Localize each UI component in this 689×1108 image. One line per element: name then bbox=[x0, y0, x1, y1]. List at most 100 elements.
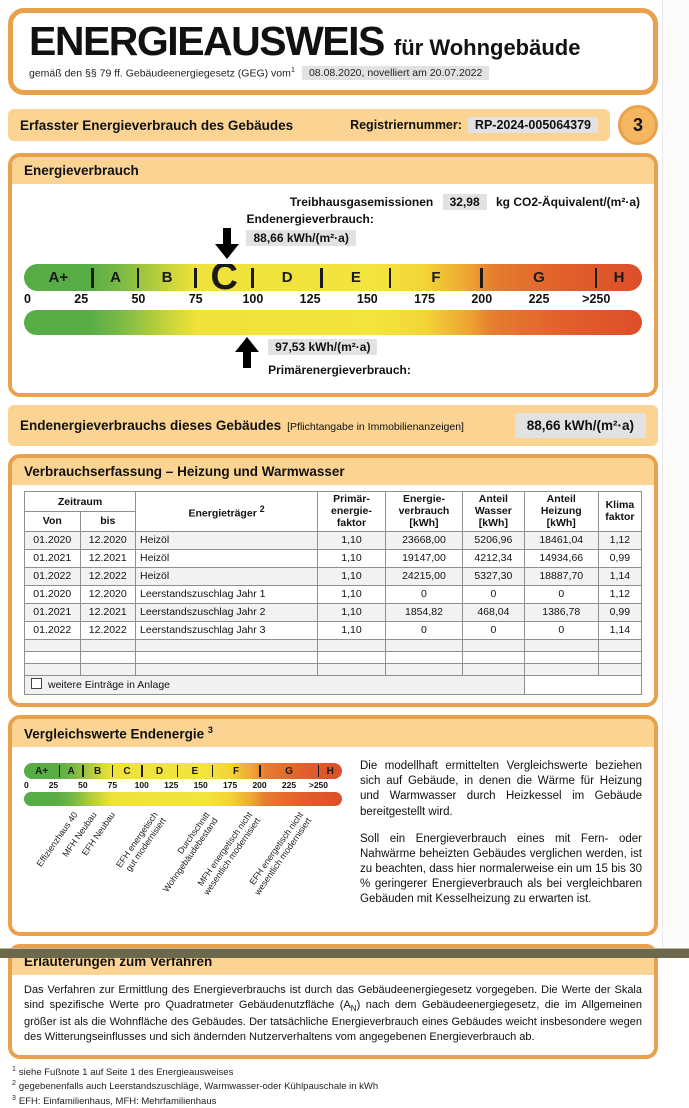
scale-tick-50: 50 bbox=[131, 292, 146, 307]
scale-class-F: F bbox=[390, 264, 483, 291]
table-row: 01.2020 12.2020 Heizöl 1,10 23668,00 5206,96 1… bbox=[24, 530, 643, 550]
table-cell: 18887,70 bbox=[523, 566, 599, 586]
col-header-energieverbrauch: Energie- verbrauch [kWh] bbox=[384, 491, 464, 532]
table-cell: Heizöl bbox=[135, 548, 319, 568]
law-footnote-marker: 1 bbox=[290, 64, 296, 74]
comparison-letter-band: A+ A B C D E F G H bbox=[24, 763, 342, 779]
table-cell: 1,10 bbox=[317, 620, 386, 640]
law-reference-line: gemäß den §§ 79 ff. Gebäudeenergiegesetz… bbox=[29, 65, 637, 81]
table-empty-cell bbox=[462, 662, 525, 676]
footnote: 1 siehe Fußnote 1 auf Seite 1 des Energie… bbox=[12, 1065, 234, 1078]
end-energy-value: 88,66 kWh/(m²·a) bbox=[246, 230, 356, 247]
footnote: 2 gegebenenfalls auch Leerstandszuschläge… bbox=[12, 1080, 379, 1093]
end-energy-summary-note: [Pflichtangabe in Immobilienanzeigen] bbox=[287, 421, 464, 434]
page-bottom-bar bbox=[0, 948, 689, 958]
table-empty-cell bbox=[462, 638, 525, 652]
registration-number-value: RP-2024-005064379 bbox=[467, 117, 598, 134]
scale-gradient-band bbox=[24, 310, 642, 336]
comparison-section-header: Vergleichswerte Endenergie 3 bbox=[12, 718, 654, 747]
table-empty-cell bbox=[317, 662, 386, 676]
page-right-margin bbox=[662, 0, 689, 948]
table-cell: 01.2021 bbox=[24, 602, 81, 622]
scale-tick-75: 75 bbox=[188, 292, 203, 307]
document-header: ENERGIEAUSWEIS für Wohngebäude gemäß den… bbox=[8, 8, 658, 96]
table-empty-cell bbox=[317, 650, 386, 664]
comparison-explanatory-text: Die modellhaft ermittelten Vergleichswer… bbox=[360, 757, 642, 926]
page-number: 3 bbox=[632, 114, 643, 135]
table-cell: 0,99 bbox=[597, 548, 643, 568]
primary-energy-label: Primärenergieverbrauch: bbox=[268, 363, 411, 378]
scale-class-B: B bbox=[83, 763, 114, 779]
more-entries-checkbox[interactable] bbox=[31, 678, 42, 689]
footnote: 3 EFH: Einfamilienhaus, MFH: Mehrfamilien… bbox=[12, 1094, 217, 1107]
recorded-consumption-title: Erfasster Energieverbrauch des Gebäudes bbox=[20, 117, 294, 133]
more-entries-label: weitere Einträge in Anlage bbox=[48, 679, 170, 691]
table-cell: 5206,96 bbox=[462, 530, 525, 550]
registration-number-label: Registriernummer: bbox=[350, 118, 462, 133]
scale-class-A+: A+ bbox=[24, 264, 94, 291]
scale-tick-200: 200 bbox=[252, 780, 267, 790]
scale-letter-band: A+ A B C D E F G H bbox=[24, 264, 642, 292]
table-cell: 01.2021 bbox=[24, 548, 81, 568]
table-cell: 0,99 bbox=[597, 602, 643, 622]
table-cell: 1,12 bbox=[597, 530, 643, 550]
table-cell: 19147,00 bbox=[384, 548, 464, 568]
end-energy-label: Endenergieverbrauch: bbox=[246, 212, 374, 227]
scale-tick-175: 175 bbox=[223, 780, 238, 790]
ghg-emissions-line: Treibhausgasemissionen 32,98 kg CO2-Äqui… bbox=[24, 194, 640, 211]
table-cell: 1,10 bbox=[317, 584, 386, 604]
table-empty-row bbox=[24, 662, 643, 676]
table-cell: Heizöl bbox=[135, 530, 319, 550]
page-number-badge: 3 bbox=[618, 105, 658, 146]
col-header-bis: bis bbox=[79, 510, 137, 532]
table-cell: 18461,04 bbox=[523, 530, 599, 550]
page-subtitle: für Wohngebäude bbox=[393, 35, 581, 60]
table-cell: 4212,34 bbox=[462, 548, 525, 568]
table-cell: 5327,30 bbox=[462, 566, 525, 586]
table-empty-cell bbox=[135, 662, 319, 676]
scale-class-F: F bbox=[212, 763, 261, 779]
scale-class-A+: A+ bbox=[24, 763, 61, 779]
table-empty-cell bbox=[523, 662, 599, 676]
table-cell: 01.2022 bbox=[24, 566, 81, 586]
scale-tick-225: 225 bbox=[528, 292, 550, 307]
table-cell: 14934,66 bbox=[523, 548, 599, 568]
scale-tick-row: 0 25 50 75 100 125 150 175 200 225 >250 bbox=[24, 291, 642, 310]
table-empty-cell bbox=[384, 662, 464, 676]
table-empty-row bbox=[24, 650, 643, 664]
scale-class-C: C bbox=[196, 264, 255, 291]
table-cell: 12.2022 bbox=[79, 566, 137, 586]
table-cell: 0 bbox=[462, 584, 525, 604]
comparison-gradient-band bbox=[24, 792, 342, 806]
table-cell: 0 bbox=[462, 620, 525, 640]
table-cell: 1,10 bbox=[317, 530, 386, 550]
table-cell: Heizöl bbox=[135, 566, 319, 586]
scale-tick-100: 100 bbox=[242, 292, 264, 307]
table-empty-cell bbox=[24, 650, 81, 664]
table-cell: 1,10 bbox=[317, 602, 386, 622]
end-energy-summary-value: 88,66 kWh/(m²·a) bbox=[514, 413, 646, 439]
table-empty-cell bbox=[79, 662, 137, 676]
table-empty-cell bbox=[135, 650, 319, 664]
energy-consumption-section: Energieverbrauch Treibhausgasemissionen … bbox=[8, 153, 658, 398]
table-cell: 01.2020 bbox=[24, 530, 81, 550]
col-header-zeitraum: Zeitraum bbox=[23, 491, 137, 512]
scale-class-D: D bbox=[142, 763, 179, 779]
table-empty-cell bbox=[384, 638, 464, 652]
end-energy-summary-bar: Endenergieverbrauchs dieses Gebäudes [Pf… bbox=[8, 405, 658, 447]
table-cell: 0 bbox=[523, 584, 599, 604]
scale-tick-175: 175 bbox=[414, 292, 435, 307]
table-cell: 1,10 bbox=[317, 548, 386, 568]
primary-energy-marker-zone: 97,53 kWh/(m²·a) Primärenergieverbrauch: bbox=[24, 335, 642, 385]
table-cell: 0 bbox=[384, 584, 464, 604]
table-cell: 468,04 bbox=[462, 602, 525, 622]
energy-section-header: Energieverbrauch bbox=[12, 157, 654, 185]
recorded-consumption-bar: Erfasster Energieverbrauch des Gebäudes … bbox=[8, 109, 610, 142]
scale-tick-225: 225 bbox=[281, 780, 297, 790]
table-empty-cell bbox=[597, 638, 643, 652]
table-empty-cell bbox=[24, 662, 81, 676]
table-cell: 1,14 bbox=[597, 620, 643, 640]
table-empty-cell bbox=[79, 650, 137, 664]
table-row: 01.2021 12.2021 Heizöl 1,10 19147,00 4212,34 1… bbox=[24, 548, 643, 568]
